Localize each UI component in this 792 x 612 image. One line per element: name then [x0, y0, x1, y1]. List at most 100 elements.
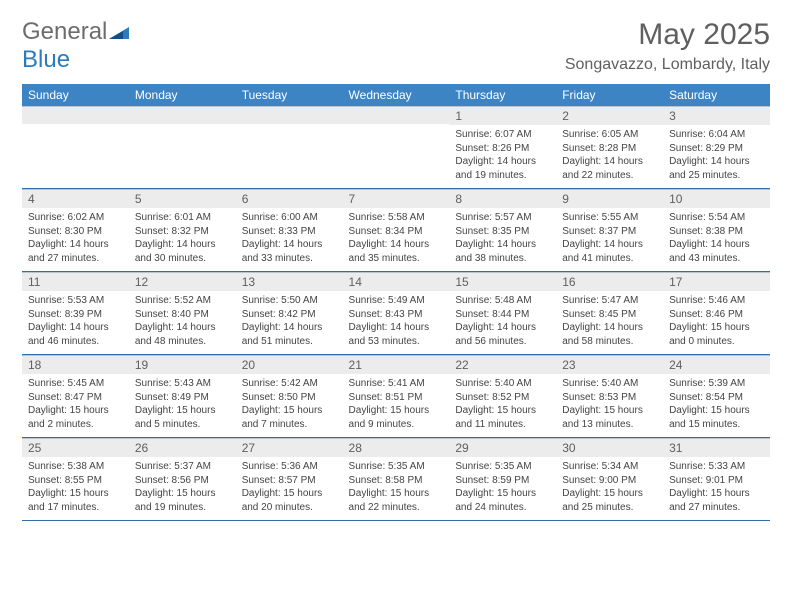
daylight-text: Daylight: 15 hours and 20 minutes. — [242, 487, 337, 514]
sunset-text: Sunset: 8:44 PM — [455, 308, 550, 322]
calendar-cell: 12Sunrise: 5:52 AMSunset: 8:40 PMDayligh… — [129, 272, 236, 355]
day-header: Thursday — [449, 84, 556, 106]
day-number: 23 — [556, 355, 663, 374]
sunset-text: Sunset: 8:29 PM — [669, 142, 764, 156]
daylight-text: Daylight: 14 hours and 35 minutes. — [349, 238, 444, 265]
daylight-text: Daylight: 14 hours and 58 minutes. — [562, 321, 657, 348]
day-detail: Sunrise: 5:54 AMSunset: 8:38 PMDaylight:… — [663, 208, 770, 271]
sunset-text: Sunset: 8:55 PM — [28, 474, 123, 488]
day-number: 30 — [556, 438, 663, 457]
calendar-row: 25Sunrise: 5:38 AMSunset: 8:55 PMDayligh… — [22, 438, 770, 521]
sunrise-text: Sunrise: 6:05 AM — [562, 128, 657, 142]
sunrise-text: Sunrise: 5:38 AM — [28, 460, 123, 474]
daylight-text: Daylight: 14 hours and 25 minutes. — [669, 155, 764, 182]
daylight-text: Daylight: 14 hours and 48 minutes. — [135, 321, 230, 348]
day-number: 10 — [663, 189, 770, 208]
calendar-cell: 11Sunrise: 5:53 AMSunset: 8:39 PMDayligh… — [22, 272, 129, 355]
day-number: 16 — [556, 272, 663, 291]
sunset-text: Sunset: 8:42 PM — [242, 308, 337, 322]
sunset-text: Sunset: 8:49 PM — [135, 391, 230, 405]
day-number: 7 — [343, 189, 450, 208]
day-detail: Sunrise: 5:48 AMSunset: 8:44 PMDaylight:… — [449, 291, 556, 354]
day-number: 2 — [556, 106, 663, 125]
logo-mark-icon — [109, 18, 129, 45]
sunrise-text: Sunrise: 5:46 AM — [669, 294, 764, 308]
title-block: May 2025 Songavazzo, Lombardy, Italy — [565, 18, 770, 74]
sunset-text: Sunset: 8:35 PM — [455, 225, 550, 239]
sunset-text: Sunset: 8:53 PM — [562, 391, 657, 405]
day-detail: Sunrise: 5:43 AMSunset: 8:49 PMDaylight:… — [129, 374, 236, 437]
sunset-text: Sunset: 8:46 PM — [669, 308, 764, 322]
day-number: 24 — [663, 355, 770, 374]
day-detail: Sunrise: 5:57 AMSunset: 8:35 PMDaylight:… — [449, 208, 556, 271]
day-number: 6 — [236, 189, 343, 208]
daylight-text: Daylight: 15 hours and 13 minutes. — [562, 404, 657, 431]
sunrise-text: Sunrise: 6:01 AM — [135, 211, 230, 225]
daylight-text: Daylight: 14 hours and 38 minutes. — [455, 238, 550, 265]
day-header-row: Sunday Monday Tuesday Wednesday Thursday… — [22, 84, 770, 106]
sunset-text: Sunset: 8:38 PM — [669, 225, 764, 239]
sunset-text: Sunset: 8:33 PM — [242, 225, 337, 239]
day-detail: Sunrise: 5:34 AMSunset: 9:00 PMDaylight:… — [556, 457, 663, 520]
sunrise-text: Sunrise: 5:37 AM — [135, 460, 230, 474]
calendar-cell: 19Sunrise: 5:43 AMSunset: 8:49 PMDayligh… — [129, 355, 236, 438]
calendar-cell: 27Sunrise: 5:36 AMSunset: 8:57 PMDayligh… — [236, 438, 343, 521]
day-detail: Sunrise: 5:45 AMSunset: 8:47 PMDaylight:… — [22, 374, 129, 437]
calendar-cell: 15Sunrise: 5:48 AMSunset: 8:44 PMDayligh… — [449, 272, 556, 355]
sunrise-text: Sunrise: 6:02 AM — [28, 211, 123, 225]
calendar-cell: 3Sunrise: 6:04 AMSunset: 8:29 PMDaylight… — [663, 106, 770, 189]
day-header: Tuesday — [236, 84, 343, 106]
calendar-cell: 23Sunrise: 5:40 AMSunset: 8:53 PMDayligh… — [556, 355, 663, 438]
day-detail: Sunrise: 5:46 AMSunset: 8:46 PMDaylight:… — [663, 291, 770, 354]
sunrise-text: Sunrise: 5:42 AM — [242, 377, 337, 391]
sunset-text: Sunset: 8:39 PM — [28, 308, 123, 322]
calendar-cell: 17Sunrise: 5:46 AMSunset: 8:46 PMDayligh… — [663, 272, 770, 355]
sunrise-text: Sunrise: 5:49 AM — [349, 294, 444, 308]
daylight-text: Daylight: 15 hours and 2 minutes. — [28, 404, 123, 431]
calendar-cell: 16Sunrise: 5:47 AMSunset: 8:45 PMDayligh… — [556, 272, 663, 355]
sunrise-text: Sunrise: 6:04 AM — [669, 128, 764, 142]
day-detail: Sunrise: 5:35 AMSunset: 8:58 PMDaylight:… — [343, 457, 450, 520]
calendar-cell: 9Sunrise: 5:55 AMSunset: 8:37 PMDaylight… — [556, 189, 663, 272]
daylight-text: Daylight: 14 hours and 27 minutes. — [28, 238, 123, 265]
day-detail: Sunrise: 5:58 AMSunset: 8:34 PMDaylight:… — [343, 208, 450, 271]
day-detail: Sunrise: 5:42 AMSunset: 8:50 PMDaylight:… — [236, 374, 343, 437]
day-header: Sunday — [22, 84, 129, 106]
calendar-cell: 6Sunrise: 6:00 AMSunset: 8:33 PMDaylight… — [236, 189, 343, 272]
day-number: 20 — [236, 355, 343, 374]
page-title: May 2025 — [565, 18, 770, 52]
day-detail — [343, 124, 450, 180]
sunrise-text: Sunrise: 5:33 AM — [669, 460, 764, 474]
sunset-text: Sunset: 8:47 PM — [28, 391, 123, 405]
daylight-text: Daylight: 14 hours and 22 minutes. — [562, 155, 657, 182]
day-detail: Sunrise: 5:37 AMSunset: 8:56 PMDaylight:… — [129, 457, 236, 520]
calendar-cell: 24Sunrise: 5:39 AMSunset: 8:54 PMDayligh… — [663, 355, 770, 438]
calendar-cell: 20Sunrise: 5:42 AMSunset: 8:50 PMDayligh… — [236, 355, 343, 438]
sunset-text: Sunset: 8:58 PM — [349, 474, 444, 488]
day-number: 26 — [129, 438, 236, 457]
day-number: 15 — [449, 272, 556, 291]
day-number: 17 — [663, 272, 770, 291]
calendar-cell: 28Sunrise: 5:35 AMSunset: 8:58 PMDayligh… — [343, 438, 450, 521]
calendar-cell — [343, 106, 450, 189]
sunrise-text: Sunrise: 5:43 AM — [135, 377, 230, 391]
sunrise-text: Sunrise: 5:57 AM — [455, 211, 550, 225]
sunset-text: Sunset: 8:28 PM — [562, 142, 657, 156]
day-detail: Sunrise: 5:40 AMSunset: 8:52 PMDaylight:… — [449, 374, 556, 437]
day-number: 21 — [343, 355, 450, 374]
calendar-cell: 21Sunrise: 5:41 AMSunset: 8:51 PMDayligh… — [343, 355, 450, 438]
sunrise-text: Sunrise: 5:35 AM — [455, 460, 550, 474]
day-number: 5 — [129, 189, 236, 208]
sunrise-text: Sunrise: 6:07 AM — [455, 128, 550, 142]
daylight-text: Daylight: 15 hours and 19 minutes. — [135, 487, 230, 514]
daylight-text: Daylight: 15 hours and 5 minutes. — [135, 404, 230, 431]
day-number — [129, 106, 236, 124]
sunrise-text: Sunrise: 5:58 AM — [349, 211, 444, 225]
sunset-text: Sunset: 8:50 PM — [242, 391, 337, 405]
day-number — [22, 106, 129, 124]
sunset-text: Sunset: 9:00 PM — [562, 474, 657, 488]
day-detail: Sunrise: 5:40 AMSunset: 8:53 PMDaylight:… — [556, 374, 663, 437]
day-detail: Sunrise: 6:05 AMSunset: 8:28 PMDaylight:… — [556, 125, 663, 188]
daylight-text: Daylight: 14 hours and 33 minutes. — [242, 238, 337, 265]
sunrise-text: Sunrise: 5:47 AM — [562, 294, 657, 308]
